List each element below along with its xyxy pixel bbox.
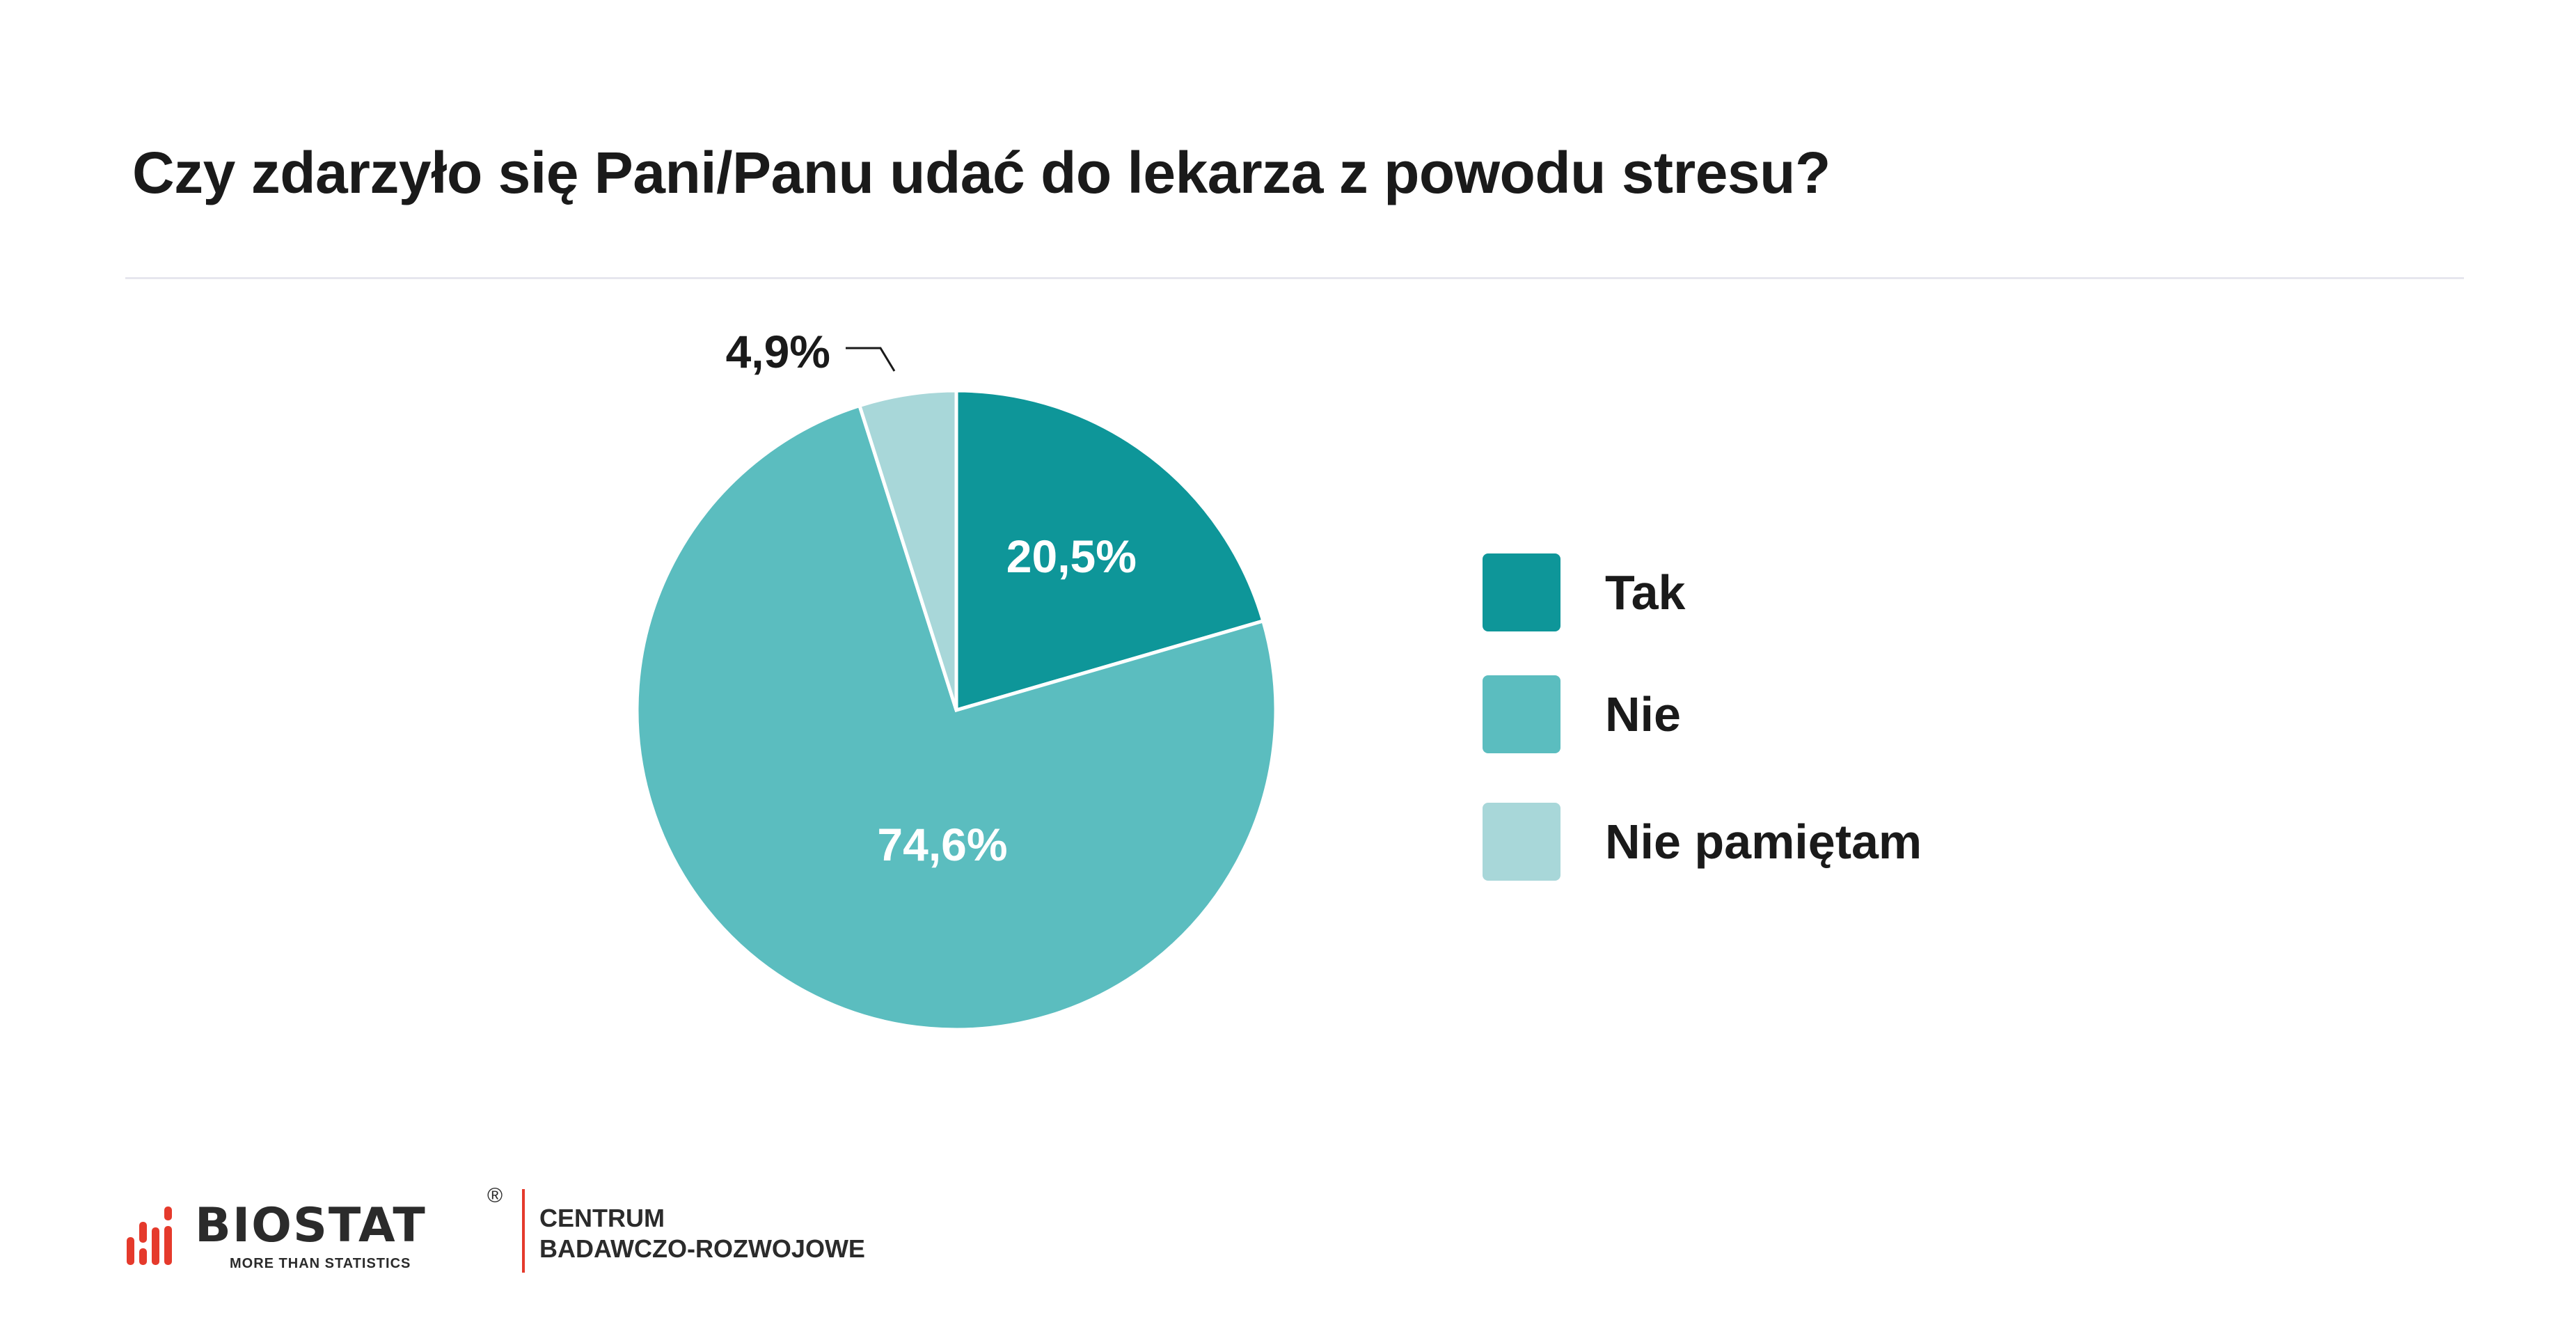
- legend-label-nie: Nie: [1605, 687, 1681, 741]
- legend-item-nie: Nie: [1483, 675, 1681, 753]
- legend-label-tak: Tak: [1605, 565, 1686, 620]
- biostat-logo: BIOSTAT ® MORE THAN STATISTICS CENTRUM B…: [125, 1184, 891, 1281]
- legend-label-nie-pamietam: Nie pamiętam: [1605, 815, 1922, 869]
- logo-subtitle-line1: CENTRUM: [539, 1204, 665, 1232]
- legend-swatch-nie: [1483, 675, 1560, 753]
- logo-divider: [522, 1189, 525, 1273]
- legend-swatch-tak: [1483, 553, 1560, 631]
- title-divider: [125, 277, 2464, 279]
- legend-swatch-nie-pamietam: [1483, 803, 1560, 881]
- logo-subtitle-line2: BADAWCZO-ROZWOJOWE: [539, 1234, 865, 1263]
- chart-title: Czy zdarzyło się Pani/Panu udać do lekar…: [132, 140, 1831, 205]
- data-label-nie: 74,6%: [877, 819, 1007, 870]
- logo-tagline: MORE THAN STATISTICS: [230, 1256, 411, 1271]
- registered-mark: ®: [487, 1184, 503, 1207]
- pie-slice-tak: [954, 388, 1265, 713]
- data-label-nie-pamietam: 4,9%: [726, 326, 830, 377]
- logo-bars-icon: [127, 1207, 172, 1265]
- leader-line-nie-pamietam: [846, 347, 896, 372]
- legend-item-tak: Tak: [1483, 553, 1685, 631]
- pie-slice-nie: [635, 403, 1278, 1032]
- pie-slice-nie-pamietam: [857, 388, 958, 711]
- logo-subtitle: CENTRUM BADAWCZO-ROZWOJOWE: [539, 1203, 865, 1264]
- data-label-tak: 20,5%: [1006, 531, 1137, 582]
- logo-brand: BIOSTAT: [195, 1198, 427, 1253]
- legend-item-nie-pamietam: Nie pamiętam: [1483, 803, 1922, 881]
